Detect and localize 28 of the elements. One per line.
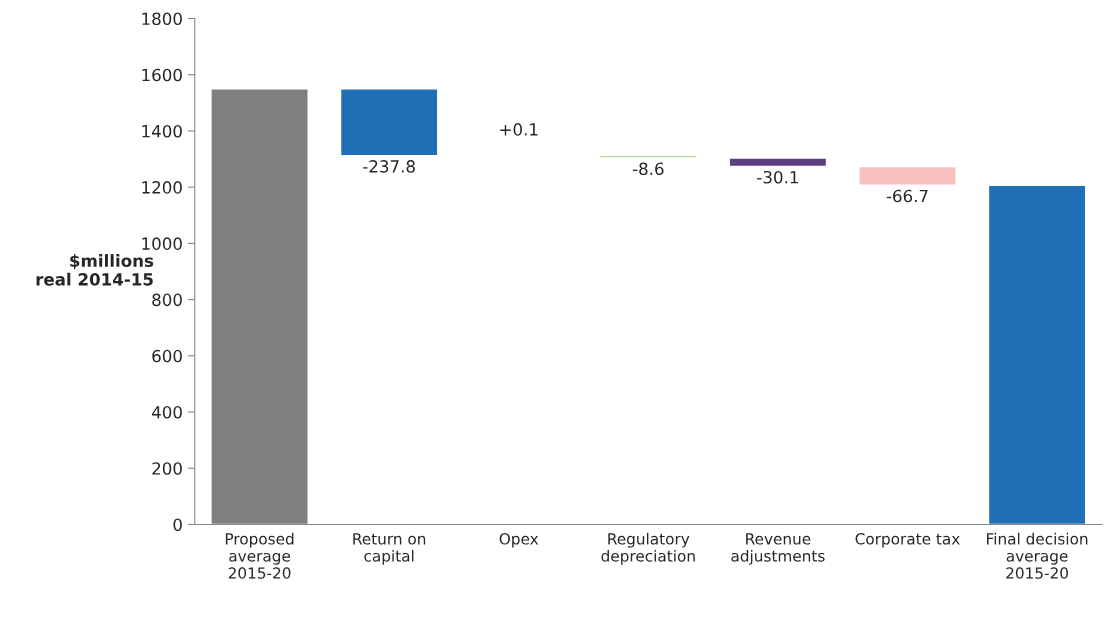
y-tick-label: 400 [151, 405, 182, 419]
data-label: -66.7 [886, 189, 928, 203]
data-label: -237.8 [363, 160, 415, 173]
x-tick-label: Revenue adjustments [731, 533, 825, 565]
data-label: +0.1 [500, 123, 538, 136]
y-tick-label: 1000 [142, 237, 182, 250]
y-tick-label: 1400 [142, 124, 182, 138]
data-label: -8.6 [632, 162, 664, 176]
y-tick-label: 200 [152, 462, 182, 475]
y-tick-label: 800 [152, 293, 182, 307]
y-tick-label: 1800 [142, 12, 182, 26]
bar [599, 154, 698, 159]
x-tick-label: Return on capital [353, 533, 426, 565]
y-axis-title: $millions real 2014-15 [36, 254, 154, 286]
bar [858, 165, 957, 186]
x-tick-label: Opex [499, 533, 539, 548]
bar [339, 88, 439, 157]
bar [987, 184, 1087, 525]
y-tick-label: 600 [152, 349, 182, 363]
y-tick-label: 0 [173, 518, 182, 532]
bar [728, 157, 828, 168]
y-tick-label: 1600 [142, 68, 182, 82]
y-tick-label: 1200 [142, 181, 182, 194]
x-tick-label: Final decision average 2015-20 [987, 532, 1088, 579]
data-label: -30.1 [757, 170, 798, 184]
x-tick-label: Corporate tax [855, 533, 960, 548]
x-tick-label: Regulatory depreciation [601, 532, 695, 565]
x-tick-label: Proposed average 2015-20 [225, 532, 294, 579]
